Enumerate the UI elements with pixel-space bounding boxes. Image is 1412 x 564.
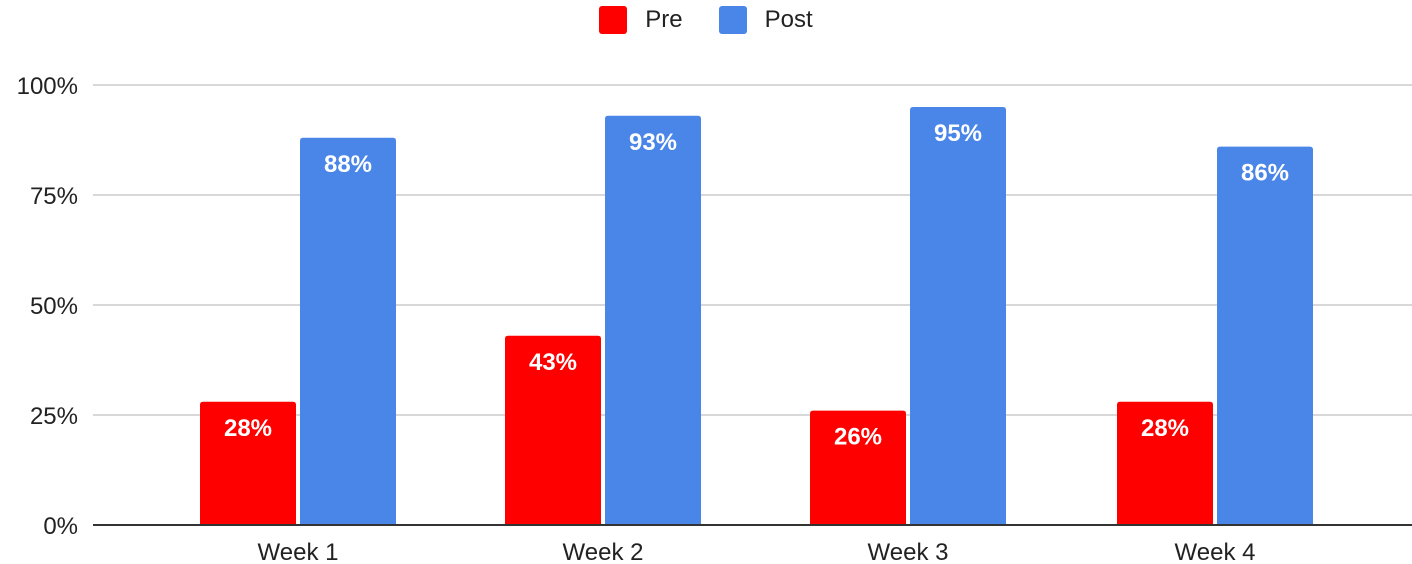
y-tick-label: 25% [30, 403, 78, 430]
bar-pre-week-3 [810, 410, 906, 525]
bar-post-week-3 [910, 107, 1006, 525]
legend-label-pre: Pre [645, 6, 683, 33]
data-label-pre-week-1: 28% [224, 415, 272, 442]
x-tick-label: Week 2 [563, 539, 644, 564]
data-label-post-week-3: 95% [934, 120, 982, 147]
bar-pre-week-2 [505, 335, 601, 525]
bar-post-week-1 [300, 137, 396, 526]
bar-pre-week-1 [200, 401, 296, 525]
legend-swatch-post [718, 6, 747, 34]
x-tick-label: Week 3 [868, 539, 949, 564]
data-label-post-week-2: 93% [629, 129, 677, 156]
data-label-pre-week-4: 28% [1141, 415, 1189, 442]
y-tick-label: 100% [17, 73, 78, 100]
x-tick-label: Week 1 [258, 539, 339, 564]
bar-pre-week-4 [1117, 401, 1213, 525]
data-label-pre-week-2: 43% [529, 349, 577, 376]
y-tick-label: 50% [30, 293, 78, 320]
bars: 28% 88% 43% 93% 26% 95% 28% 86% [200, 107, 1313, 526]
gridlines [93, 84, 1412, 416]
data-label-pre-week-3: 26% [834, 424, 882, 451]
y-tick-label: 75% [30, 183, 78, 210]
data-label-post-week-4: 86% [1241, 160, 1289, 187]
legend-swatch-pre [599, 6, 628, 34]
bar-post-week-2 [605, 115, 701, 526]
data-label-post-week-1: 88% [324, 151, 372, 178]
legend-item-pre: Pre [599, 6, 683, 34]
bar-post-week-4 [1217, 146, 1313, 525]
x-tick-label: Week 4 [1175, 539, 1256, 564]
y-tick-label: 0% [43, 513, 78, 540]
legend-item-post: Post [718, 6, 813, 34]
legend: Pre Post [0, 6, 1412, 34]
legend-label-post: Post [764, 6, 813, 33]
y-axis-ticks: 0% 25% 50% 75% 100% [17, 73, 78, 540]
x-axis-ticks: Week 1 Week 2 Week 3 Week 4 [258, 539, 1256, 564]
